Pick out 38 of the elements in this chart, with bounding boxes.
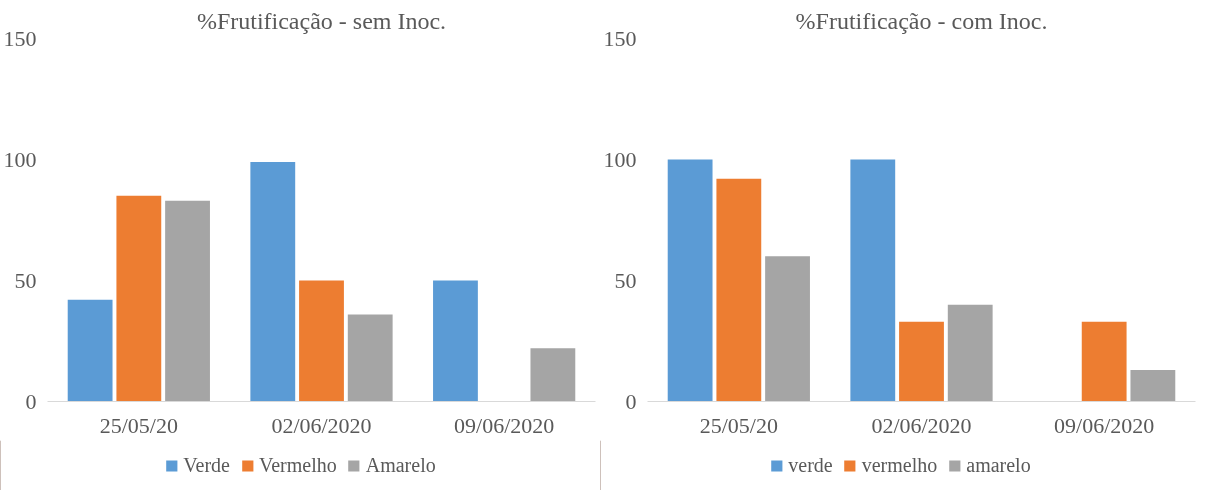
bar bbox=[530, 348, 576, 402]
bar bbox=[716, 178, 762, 402]
legend-label: Vermelho bbox=[258, 453, 337, 477]
y-tick-label: 150 bbox=[3, 25, 37, 51]
x-tick-label: 02/06/2020 bbox=[871, 412, 972, 438]
bar bbox=[947, 304, 993, 402]
y-tick-label: 150 bbox=[603, 25, 637, 51]
y-tick-label: 50 bbox=[14, 267, 37, 293]
legend-label: vermelho bbox=[861, 453, 938, 477]
y-tick-label: 100 bbox=[3, 146, 37, 172]
bar bbox=[667, 159, 713, 402]
bar bbox=[1130, 370, 1176, 402]
bar bbox=[116, 195, 162, 402]
bar bbox=[1081, 321, 1127, 402]
legend-label: amarelo bbox=[966, 453, 1031, 477]
bar bbox=[850, 159, 896, 402]
bar bbox=[250, 161, 296, 402]
y-tick-label: 100 bbox=[603, 146, 637, 172]
bar bbox=[899, 321, 944, 402]
y-tick-label: 0 bbox=[625, 388, 637, 414]
y-tick-label: 50 bbox=[614, 267, 637, 293]
chart-title: %Frutificação - com Inoc. bbox=[795, 7, 1048, 34]
x-tick-label: 09/06/2020 bbox=[454, 412, 555, 438]
bar bbox=[347, 314, 393, 402]
legend-label: Verde bbox=[183, 453, 230, 477]
x-tick-label: 09/06/2020 bbox=[1054, 412, 1155, 438]
y-tick-label: 0 bbox=[25, 388, 37, 414]
x-tick-label: 02/06/2020 bbox=[271, 412, 372, 438]
bar bbox=[67, 299, 113, 402]
bar bbox=[165, 200, 210, 402]
x-tick-label: 25/05/20 bbox=[699, 412, 778, 438]
chart-title: %Frutificação - sem Inoc. bbox=[196, 7, 447, 34]
bar bbox=[433, 280, 478, 402]
legend-label: verde bbox=[788, 453, 833, 477]
bar bbox=[299, 280, 344, 402]
legend-label: Amarelo bbox=[365, 453, 436, 477]
bar bbox=[765, 256, 810, 402]
x-tick-label: 25/05/20 bbox=[99, 412, 178, 438]
